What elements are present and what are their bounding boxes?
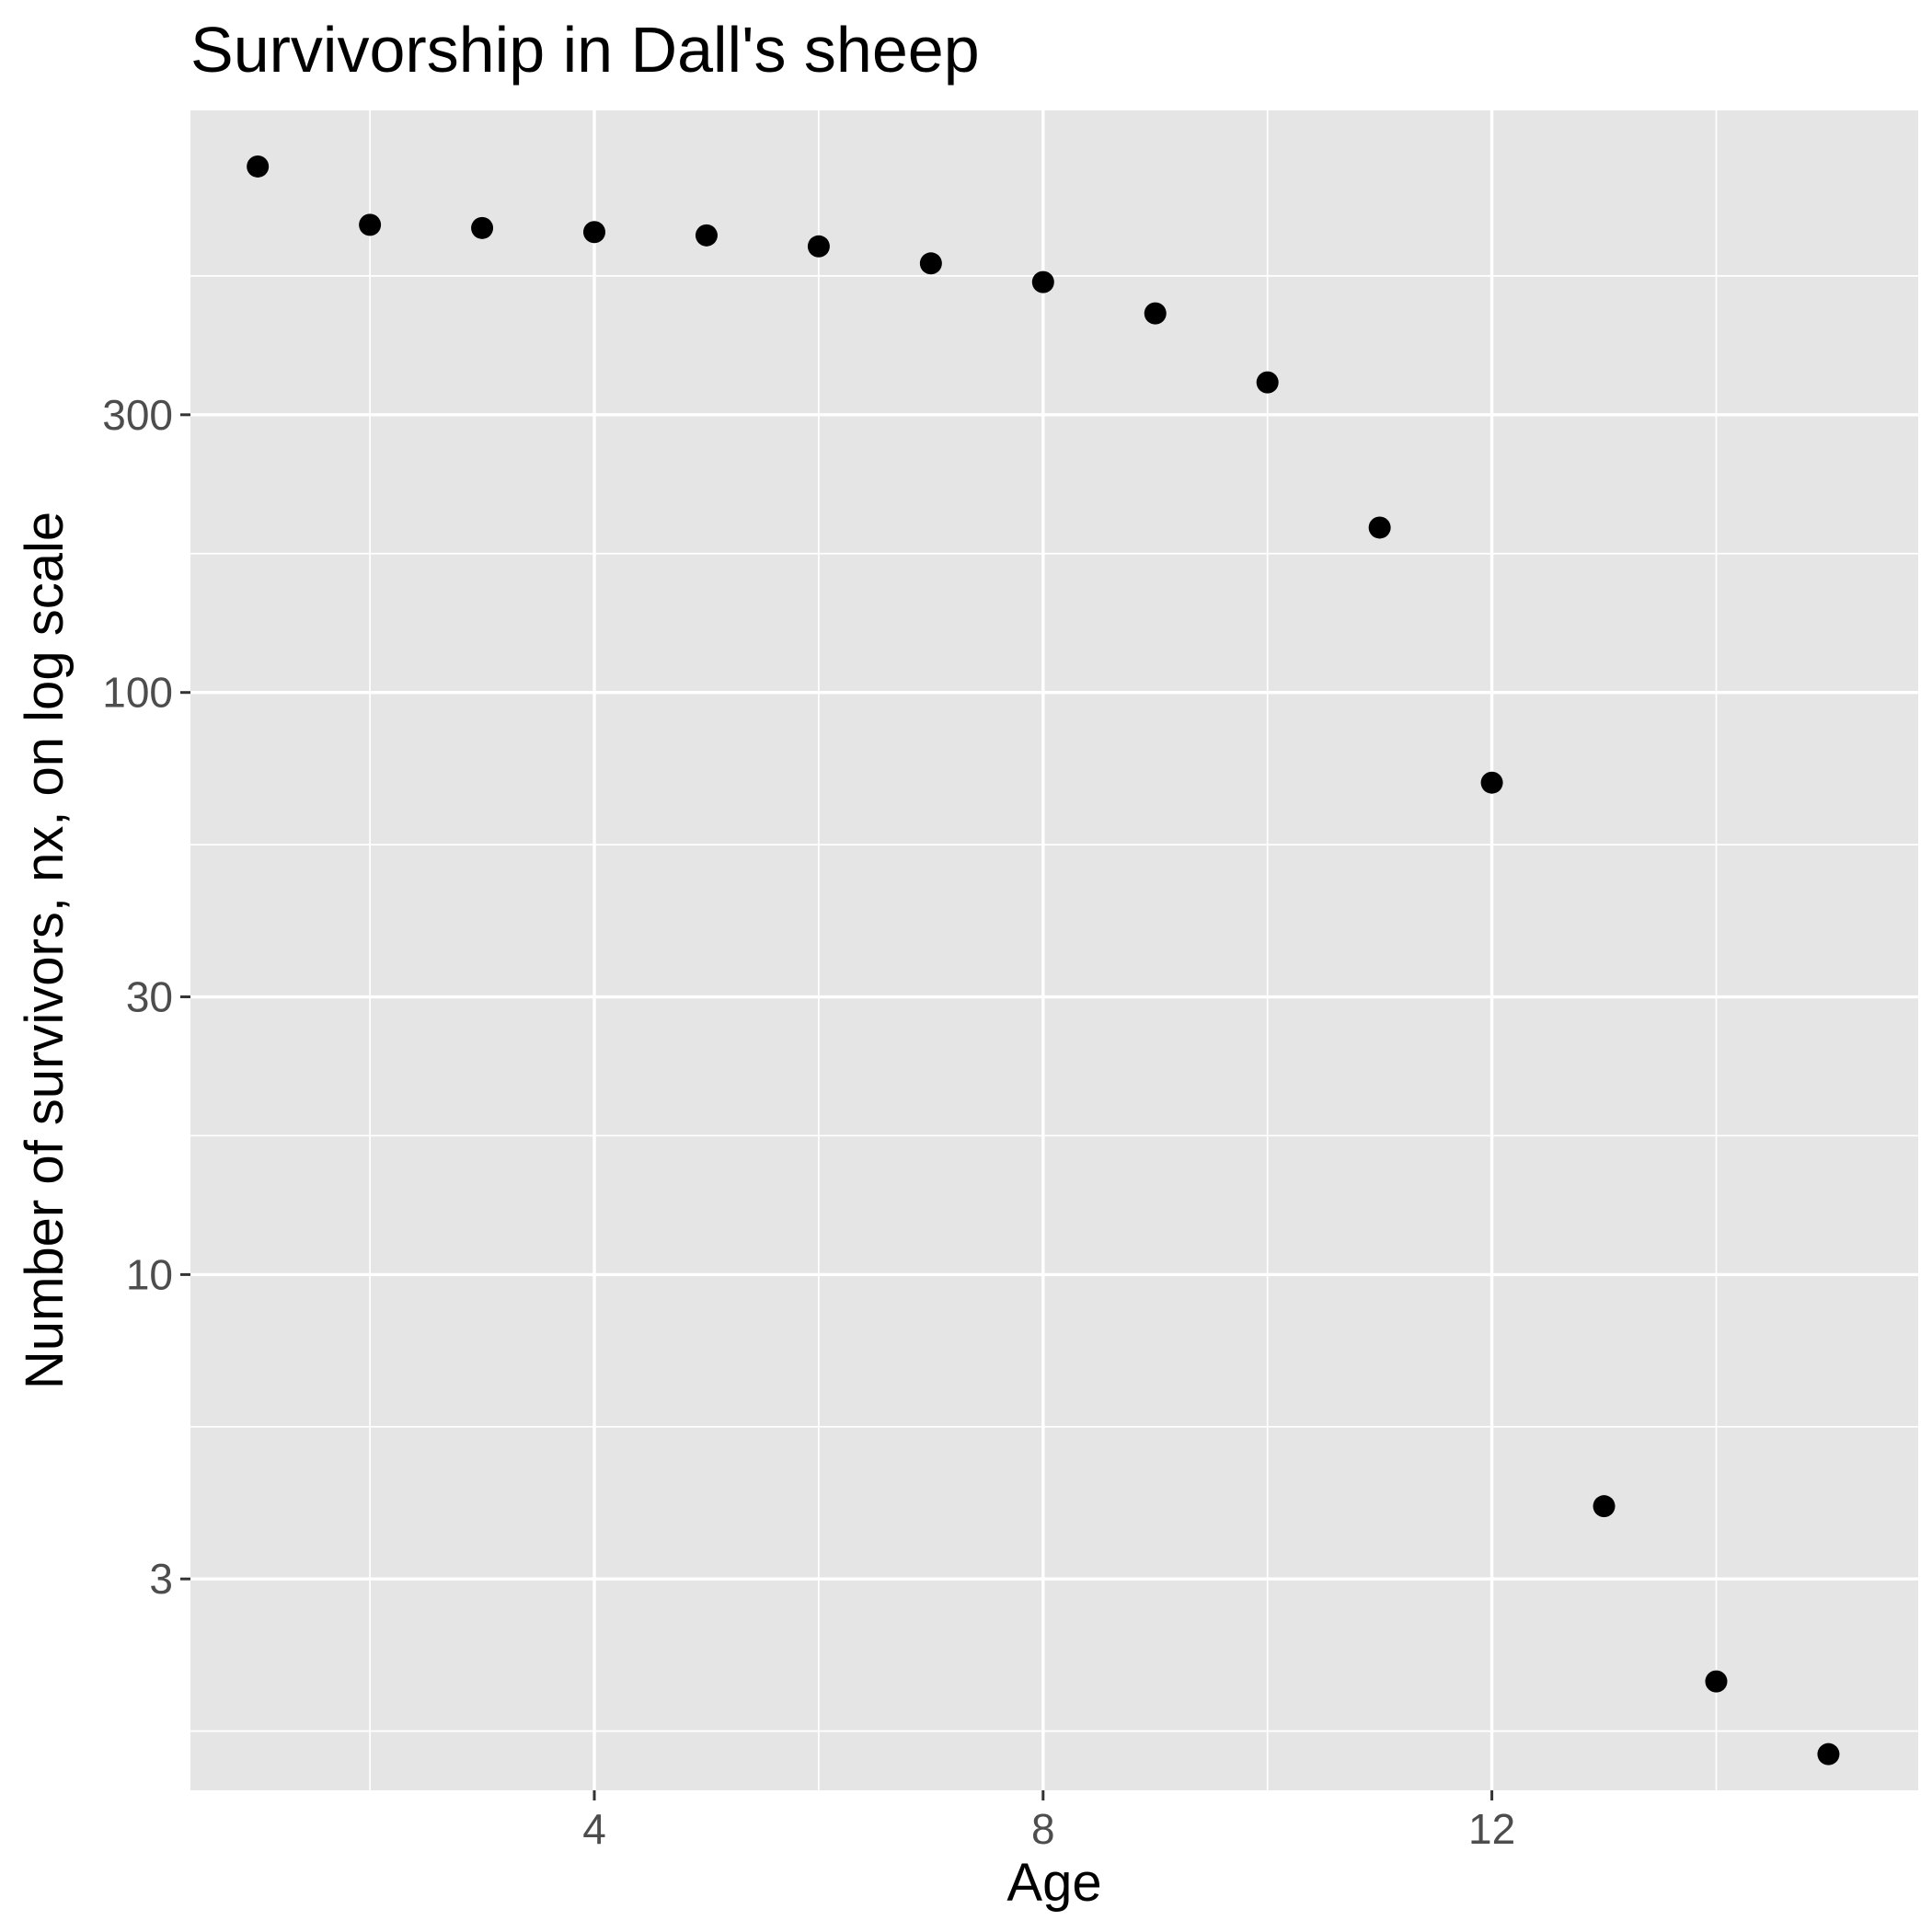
data-point: [1480, 771, 1503, 794]
y-axis-title: Number of survivors, nx, on log scale: [15, 512, 75, 1389]
chart-title: Survivorship in Dall's sheep: [190, 14, 980, 86]
y-axis: 3 10 30 100 300: [102, 391, 190, 1603]
data-point: [1705, 1670, 1728, 1693]
data-point: [583, 221, 606, 244]
y-tick-label: 30: [126, 973, 173, 1021]
x-tick-label: 4: [582, 1805, 606, 1853]
y-tick-label: 300: [102, 391, 173, 439]
data-point: [1031, 270, 1054, 293]
data-point: [247, 155, 270, 178]
data-point: [359, 213, 382, 236]
x-axis-title: Age: [1006, 1853, 1101, 1913]
x-tick-label: 8: [1031, 1805, 1055, 1853]
data-point: [807, 235, 830, 258]
plot-panel: [190, 110, 1918, 1790]
data-point: [1256, 371, 1279, 394]
x-tick-label: 12: [1468, 1805, 1515, 1853]
x-axis: 4 8 12: [582, 1790, 1515, 1853]
data-point: [695, 224, 718, 247]
data-point: [471, 216, 494, 239]
major-gridlines: [190, 110, 1918, 1790]
data-point: [919, 252, 942, 275]
data-point: [1144, 302, 1167, 325]
data-point: [1817, 1742, 1840, 1765]
data-point: [1593, 1495, 1616, 1518]
y-tick-label: 10: [126, 1250, 173, 1298]
y-tick-label: 3: [149, 1555, 173, 1603]
data-point: [1368, 516, 1391, 539]
data-points: [247, 155, 1840, 1765]
y-tick-label: 100: [102, 669, 173, 717]
